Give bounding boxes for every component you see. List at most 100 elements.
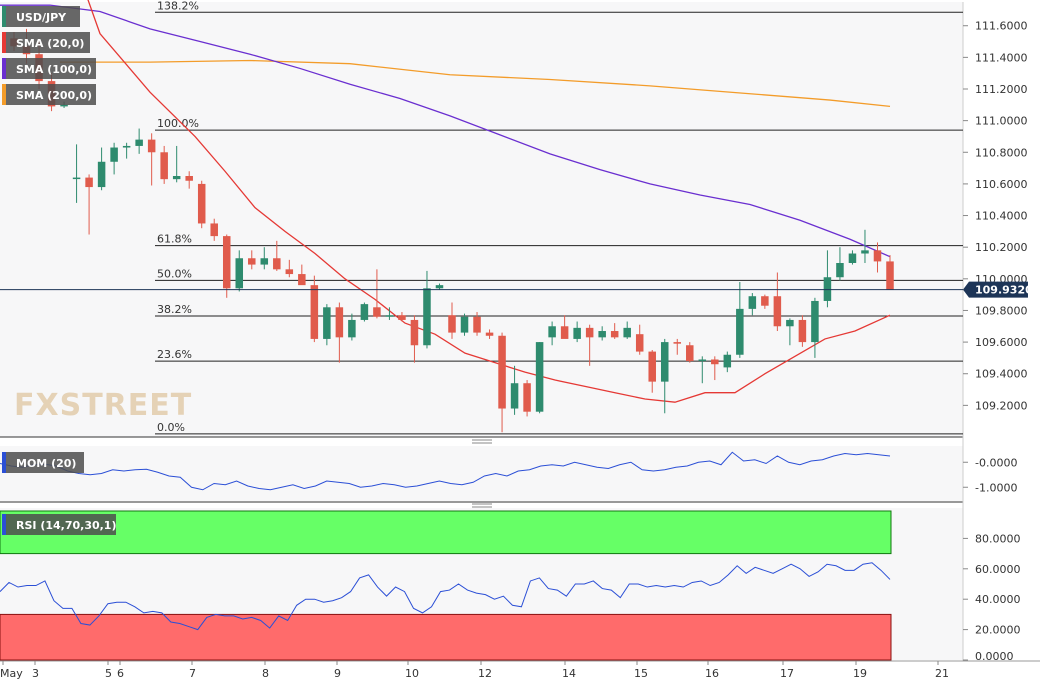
candle-bullish <box>110 147 118 162</box>
candle-bearish <box>873 250 882 262</box>
fib-label: 61.8% <box>157 233 192 246</box>
rsi-path <box>0 562 891 631</box>
fib-label: 38.2% <box>157 303 192 316</box>
candle-bullish <box>122 145 131 148</box>
candle-bullish <box>260 258 269 265</box>
x-tick-label: 16 <box>705 667 719 680</box>
candle-bullish <box>172 176 181 180</box>
candle-bearish <box>886 261 894 290</box>
candle-bullish <box>736 308 744 355</box>
legend-symbol-label: USD/JPY <box>16 11 67 24</box>
candle-bullish <box>598 331 606 338</box>
resize-handle[interactable] <box>472 503 492 508</box>
candle-bearish <box>273 258 281 270</box>
candle-bullish <box>623 327 631 338</box>
candle-bullish <box>235 258 244 289</box>
momentum-tick-label: -0.0000 <box>975 456 1017 469</box>
y-tick-label: 110.4000 <box>975 210 1028 223</box>
candle-bullish <box>698 359 707 362</box>
candle-bullish <box>660 342 669 382</box>
legend-sma-20-label: SMA (20,0) <box>16 37 84 50</box>
candle-bullish <box>748 296 757 309</box>
legend-sma-20[interactable]: SMA (20,0) <box>2 32 90 53</box>
momentum-line <box>0 451 891 491</box>
current-price-label: 109.9320 <box>975 284 1033 297</box>
x-tick-label: 6 <box>117 667 124 680</box>
legend-momentum-label: MOM (20) <box>16 457 76 470</box>
x-tick-label: 21 <box>935 667 949 680</box>
momentum-panel-bg <box>0 446 963 501</box>
legend-symbol[interactable]: USD/JPY <box>2 6 80 27</box>
candle-bullish <box>535 342 544 412</box>
x-tick-label: 5 <box>105 667 112 680</box>
legend-sma-100[interactable]: SMA (100,0) <box>2 58 96 79</box>
candle-bearish <box>298 274 306 286</box>
y-tick-label: 109.4000 <box>975 368 1028 381</box>
legend-momentum[interactable]: MOM (20) <box>2 452 84 473</box>
current-price-tag: 109.9320 <box>963 281 1033 298</box>
candle-bearish <box>610 331 619 338</box>
y-tick-label: 109.8000 <box>975 304 1028 317</box>
candle-bearish <box>310 285 319 339</box>
resize-handle[interactable] <box>472 439 492 444</box>
fib-label: 100.0% <box>157 117 199 130</box>
rsi-line <box>0 562 891 631</box>
sma-200-path <box>60 59 891 108</box>
x-tick-label: 9 <box>334 667 341 680</box>
candle-bullish <box>573 327 581 339</box>
y-tick-label: 111.6000 <box>975 20 1028 33</box>
candle-bullish <box>135 139 143 146</box>
candle-bearish <box>410 319 419 346</box>
y-tick-label: 109.2000 <box>975 399 1028 412</box>
candle-bearish <box>798 319 807 343</box>
candle-bullish <box>385 315 394 317</box>
candle-bearish <box>147 139 156 153</box>
candle-bearish <box>485 332 494 336</box>
legend-rsi[interactable]: RSI (14,70,30,1) <box>2 514 116 535</box>
sma-20-path <box>87 0 891 403</box>
rsi-tick-label: 20.0000 <box>975 624 1021 637</box>
candle-bullish <box>786 319 794 327</box>
x-tick-label: May <box>0 667 23 680</box>
candle-bullish <box>72 177 81 180</box>
rsi-tick-label: 80.0000 <box>975 532 1021 545</box>
candle-bearish <box>248 258 256 265</box>
legend-sma-200[interactable]: SMA (200,0) <box>2 84 96 105</box>
fib-label: 50.0% <box>157 267 192 280</box>
candle-bearish <box>85 177 93 188</box>
y-axis: 111.6000 111.4000 111.2000 111.0000 110.8000… <box>963 20 1028 663</box>
candle-bullish <box>861 250 869 254</box>
momentum-path <box>0 451 891 491</box>
rsi-tick-label: 60.0000 <box>975 563 1021 576</box>
candle-bearish <box>560 326 569 339</box>
candle-bullish <box>60 104 68 107</box>
x-tick-label: 10 <box>405 667 419 680</box>
y-tick-label: 110.2000 <box>975 241 1028 254</box>
candle-bullish <box>97 161 106 188</box>
candle-bearish <box>498 335 506 409</box>
y-tick-label: 111.4000 <box>975 51 1028 64</box>
momentum-tick-label: -1.0000 <box>975 481 1017 494</box>
x-axis: May 3 5 6 7 8 9 10 12 14 15 16 17 19 21 <box>0 661 949 680</box>
candle-bullish <box>423 288 431 346</box>
candle-bullish <box>348 319 356 338</box>
legend-sma-200-label: SMA (200,0) <box>16 89 92 102</box>
rsi-tick-label: 40.0000 <box>975 593 1021 606</box>
y-tick-label: 111.0000 <box>975 115 1028 128</box>
candle-bullish <box>848 253 857 263</box>
y-tick-label: 111.2000 <box>975 83 1028 96</box>
candle-bearish <box>185 176 193 181</box>
x-tick-label: 8 <box>262 667 269 680</box>
y-tick-label: 110.8000 <box>975 146 1028 159</box>
candle-bearish <box>398 315 406 320</box>
candle-bearish <box>473 316 481 333</box>
fibonacci-layer: 138.2% 100.0% 61.8% 50.0% 38.2% 23.6% 0.0% <box>155 0 963 435</box>
x-tick-label: 19 <box>853 667 867 680</box>
x-tick-label: 15 <box>634 667 648 680</box>
candle-bearish <box>523 383 531 412</box>
candle-bearish <box>585 327 594 338</box>
candle-bearish <box>686 345 694 362</box>
fxstreet-watermark: FXSTREET <box>14 388 192 423</box>
